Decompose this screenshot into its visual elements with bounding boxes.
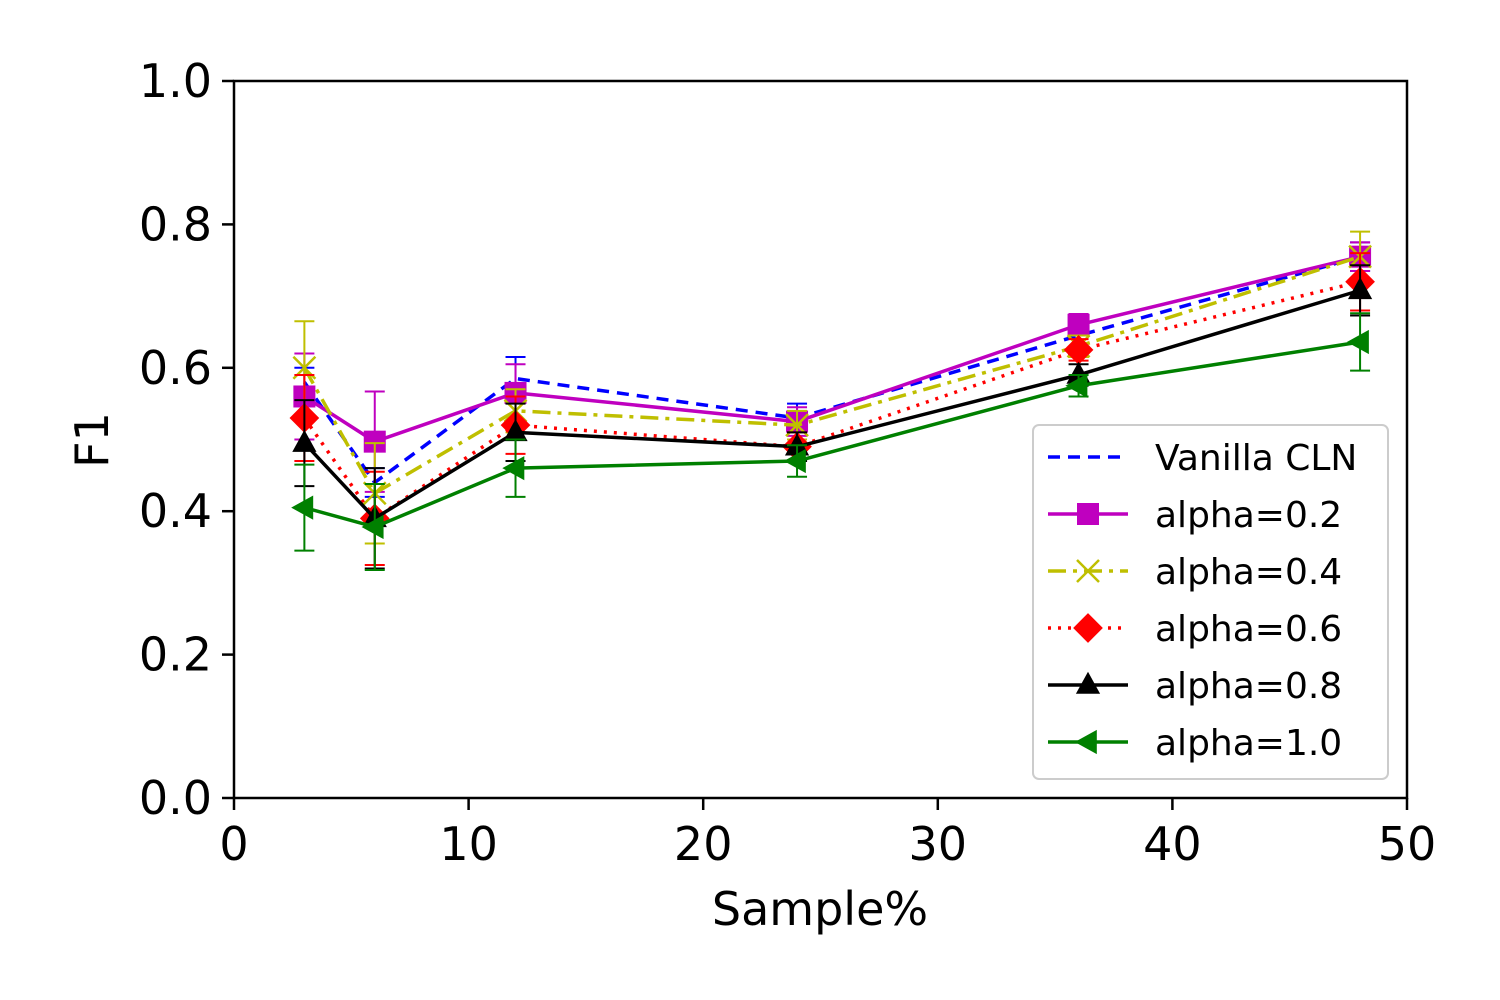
legend: Vanilla CLN alpha=0.2 alpha=0.4 alpha=0.6 al…	[1032, 424, 1389, 780]
legend-label: alpha=0.2	[1155, 495, 1342, 536]
triangle-left-marker	[1346, 329, 1369, 355]
series-line	[303, 254, 1361, 444]
axes-layer: 0 10 20 30 40 50 0.0 0.2 0.4 0.6 0.8 1.0	[139, 54, 1436, 871]
series-layer	[289, 230, 1375, 571]
x-tick-label: 40	[1143, 817, 1202, 871]
x-tick-label: 30	[909, 817, 968, 871]
series-line	[302, 254, 1361, 485]
triangle-left-marker	[291, 495, 314, 520]
y-tick-label: 0.6	[139, 341, 212, 395]
legend-item: alpha=0.6	[1048, 609, 1342, 650]
triangle-left-marker	[1065, 373, 1088, 398]
x-tick-label: 50	[1378, 817, 1437, 871]
legend-item: alpha=0.2	[1048, 495, 1342, 536]
x-tick-label: 0	[219, 817, 248, 871]
y-tick-label: 0.2	[139, 628, 212, 682]
triangle-left-marker	[361, 514, 384, 540]
triangle-left-marker	[502, 456, 525, 481]
x-marker	[1076, 559, 1100, 583]
y-tick-label: 0.4	[139, 484, 212, 538]
x-tick-label: 20	[674, 817, 733, 871]
y-tick-label: 1.0	[139, 54, 212, 108]
legend-label: Vanilla CLN	[1155, 438, 1357, 479]
series-line	[303, 288, 1361, 521]
x-tick-label: 10	[439, 817, 498, 871]
triangle-up-marker	[292, 429, 317, 452]
series-alpha-1-0	[291, 312, 1371, 571]
triangle-up-marker	[1347, 277, 1373, 300]
series-line	[302, 254, 1361, 496]
legend-label: alpha=1.0	[1155, 723, 1342, 764]
triangle-up-marker	[1075, 671, 1101, 694]
series-line	[302, 280, 1361, 521]
legend-item: alpha=0.4	[1048, 552, 1342, 593]
square-marker	[363, 430, 386, 453]
series-line	[303, 340, 1361, 529]
legend-label: alpha=0.4	[1155, 552, 1342, 593]
square-marker	[1077, 503, 1099, 525]
square-marker	[1067, 313, 1090, 336]
triangle-up-marker	[503, 419, 528, 442]
legend-label: alpha=0.6	[1155, 609, 1342, 650]
legend-label: alpha=0.8	[1155, 666, 1342, 707]
y-tick-label: 0.0	[139, 771, 212, 825]
diamond-marker	[1063, 335, 1094, 365]
plot-frame	[232, 79, 1409, 800]
x-axis-title: Sample%	[712, 882, 928, 936]
legend-item: Vanilla CLN	[1048, 438, 1357, 479]
y-axis-title: F1	[65, 412, 119, 468]
legend-item: alpha=0.8	[1048, 666, 1342, 707]
triangle-left-marker	[1074, 729, 1097, 755]
legend-item: alpha=1.0	[1048, 723, 1342, 764]
diamond-marker	[1073, 613, 1103, 643]
y-tick-label: 0.8	[139, 197, 212, 251]
triangle-left-marker	[783, 448, 806, 474]
